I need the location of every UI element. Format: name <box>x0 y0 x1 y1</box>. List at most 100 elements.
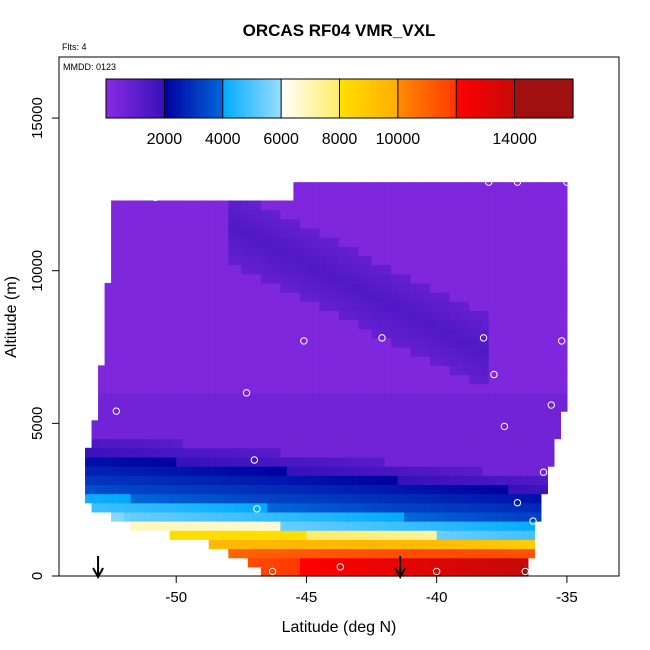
heatmap-cell <box>228 246 236 257</box>
heatmap-cell <box>325 209 334 220</box>
heatmap-cell <box>475 328 483 339</box>
heatmap-cell <box>319 191 327 202</box>
heatmap-cell <box>423 475 431 486</box>
colorbar-swatch <box>470 79 475 118</box>
heatmap-cell <box>352 264 360 275</box>
heatmap-cell <box>404 447 412 458</box>
heatmap-cell <box>475 383 483 394</box>
heatmap-cell <box>98 429 106 440</box>
heatmap-cell <box>339 237 347 247</box>
heatmap-cell <box>104 356 112 366</box>
heatmap-cell <box>488 374 496 385</box>
heatmap-cell <box>189 411 197 421</box>
heatmap-cell <box>540 182 548 192</box>
heatmap-cell <box>104 411 112 421</box>
heatmap-cell <box>410 200 418 211</box>
heatmap-cell <box>540 356 548 366</box>
colorbar-swatch <box>126 79 130 118</box>
heatmap-cell <box>339 466 347 476</box>
heatmap-cell <box>260 511 268 522</box>
heatmap-cell <box>527 548 535 559</box>
heatmap-cell <box>508 356 516 366</box>
heatmap-cell <box>182 337 190 348</box>
heatmap-cell <box>130 502 138 513</box>
heatmap-cell <box>143 227 151 238</box>
heatmap-cell <box>208 273 216 284</box>
heatmap-cell <box>312 502 321 513</box>
heatmap-cell <box>130 282 138 293</box>
heatmap-cell <box>443 530 451 540</box>
heatmap-cell <box>221 365 229 376</box>
heatmap-cell <box>228 475 236 486</box>
heatmap-cell <box>241 429 249 440</box>
heatmap-cell <box>273 475 281 486</box>
flight-point <box>500 422 509 431</box>
heatmap-cell <box>417 301 425 311</box>
heatmap-cell <box>150 493 158 504</box>
heatmap-cell <box>423 493 431 504</box>
heatmap-cell <box>488 310 496 321</box>
heatmap-cell <box>156 466 164 476</box>
heatmap-cell <box>404 374 412 385</box>
heatmap-cell <box>202 466 210 476</box>
heatmap-cell <box>547 246 555 257</box>
heatmap-cell <box>215 310 223 321</box>
heatmap-cell <box>417 456 425 467</box>
heatmap-cell <box>104 502 112 513</box>
heatmap-cell <box>98 475 106 486</box>
heatmap-cell <box>176 456 184 467</box>
heatmap-cell <box>150 521 158 531</box>
heatmap-cell <box>267 282 275 293</box>
heatmap-cell <box>280 282 288 293</box>
heatmap-cell <box>384 484 392 495</box>
heatmap-cell <box>221 456 229 467</box>
heatmap-cell <box>352 438 360 449</box>
heatmap-cell <box>521 374 529 385</box>
heatmap-cell <box>182 255 190 266</box>
heatmap-cell <box>358 218 366 229</box>
heatmap-cell <box>397 319 405 330</box>
heatmap-cell <box>208 411 216 421</box>
heatmap-cell <box>202 475 210 486</box>
heatmap-cell <box>514 548 522 559</box>
flight-point <box>521 567 529 576</box>
heatmap-cell <box>443 392 451 403</box>
heatmap-cell <box>319 466 327 476</box>
heatmap-cell <box>365 301 373 311</box>
heatmap-cell <box>98 411 106 421</box>
heatmap-cell <box>156 392 164 403</box>
flight-point <box>242 389 251 397</box>
heatmap-cell <box>521 566 529 577</box>
heatmap-cell <box>332 438 340 449</box>
flight-point <box>253 505 261 513</box>
heatmap-cell <box>182 328 190 339</box>
heatmap-cell <box>482 521 490 531</box>
heatmap-cell <box>449 493 457 504</box>
heatmap-cell <box>137 383 145 394</box>
heatmap-cell <box>384 292 392 302</box>
heatmap-cell <box>391 209 399 220</box>
colorbar-swatch <box>479 79 484 118</box>
heatmap-cell <box>189 475 197 486</box>
heatmap-cell <box>267 530 275 540</box>
heatmap-cell <box>475 209 483 220</box>
heatmap-cell <box>508 209 516 220</box>
heatmap-cell <box>215 209 223 220</box>
heatmap-cell <box>521 511 529 522</box>
heatmap-cell <box>391 292 399 302</box>
colorbar-swatch <box>123 79 128 118</box>
heatmap-cell <box>267 456 275 467</box>
flight-point <box>547 401 555 409</box>
heatmap-cell <box>365 255 373 266</box>
heatmap-cell <box>527 347 535 357</box>
heatmap-cell <box>560 182 568 192</box>
heatmap-cell <box>234 337 242 348</box>
heatmap-cell <box>365 356 373 366</box>
heatmap-cell <box>254 438 262 449</box>
heatmap-cell <box>137 237 145 247</box>
heatmap-cell <box>260 438 268 449</box>
heatmap-cell <box>384 347 392 357</box>
heatmap-cell <box>430 347 438 357</box>
heatmap-cell <box>117 356 125 366</box>
heatmap-cell <box>98 493 106 504</box>
